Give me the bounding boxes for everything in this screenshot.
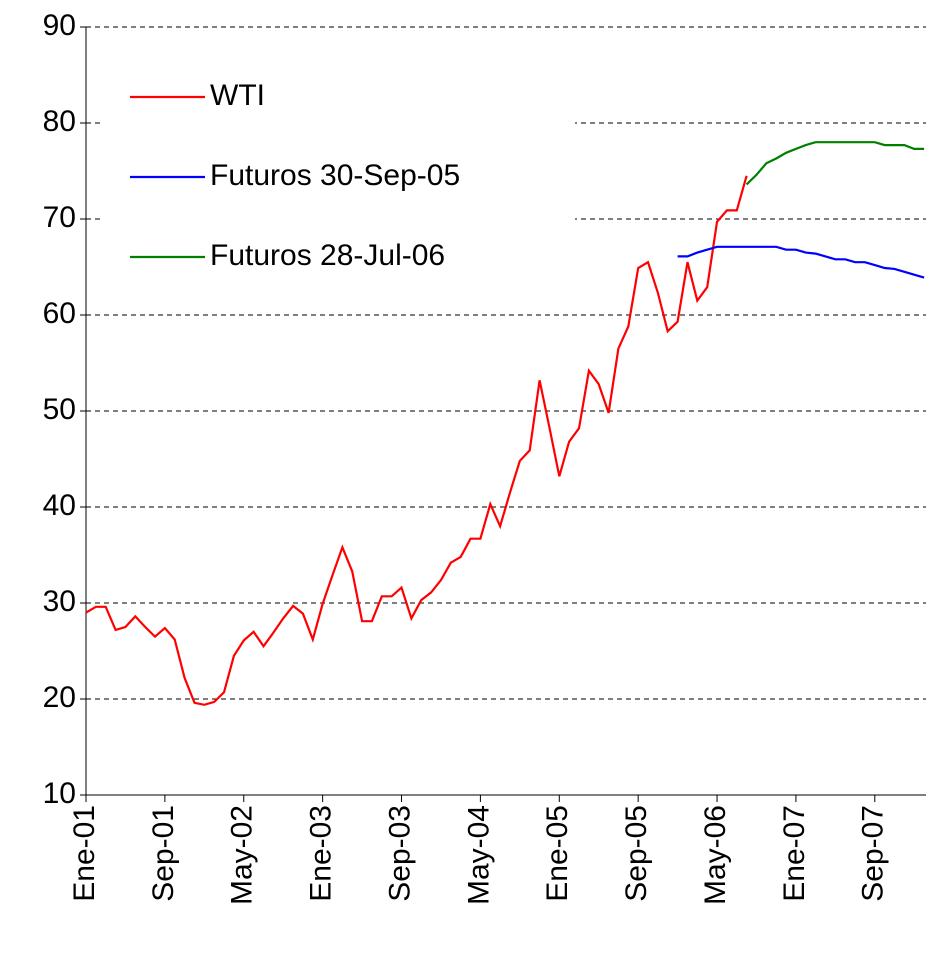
x-tick-label: Ene-07 (778, 805, 811, 902)
y-tick-label: 60 (43, 297, 76, 330)
x-tick-label: Sep-03 (383, 805, 416, 902)
y-tick-label: 50 (43, 393, 76, 426)
x-tick-label: Sep-01 (147, 805, 180, 902)
legend-label: Futuros 28-Jul-06 (210, 239, 445, 272)
x-tick-label: Sep-07 (857, 805, 890, 902)
x-tick-label: Ene-01 (68, 805, 101, 902)
y-tick-label: 30 (43, 585, 76, 618)
y-tick-label: 80 (43, 105, 76, 138)
legend: WTI Futuros 30-Sep-05 Futuros 28-Jul-06 (100, 50, 575, 290)
y-tick-label: 90 (43, 9, 76, 42)
y-tick-label: 40 (43, 489, 76, 522)
x-tick-label: Sep-05 (620, 805, 653, 902)
y-tick-label: 70 (43, 201, 76, 234)
x-tick-label: Ene-03 (305, 805, 338, 902)
legend-background (100, 50, 575, 290)
series-line (85, 175, 748, 706)
y-tick-label: 10 (43, 777, 76, 810)
x-tick-label: May-02 (226, 805, 259, 905)
x-tick-label: May-06 (699, 805, 732, 905)
series-line (677, 245, 925, 279)
legend-label: Futuros 30-Sep-05 (210, 159, 460, 192)
x-tick-label: May-04 (462, 805, 495, 905)
y-tick-label: 20 (43, 681, 76, 714)
series-line (745, 141, 925, 186)
x-tick-label: Ene-05 (541, 805, 574, 902)
legend-label: WTI (210, 79, 265, 112)
